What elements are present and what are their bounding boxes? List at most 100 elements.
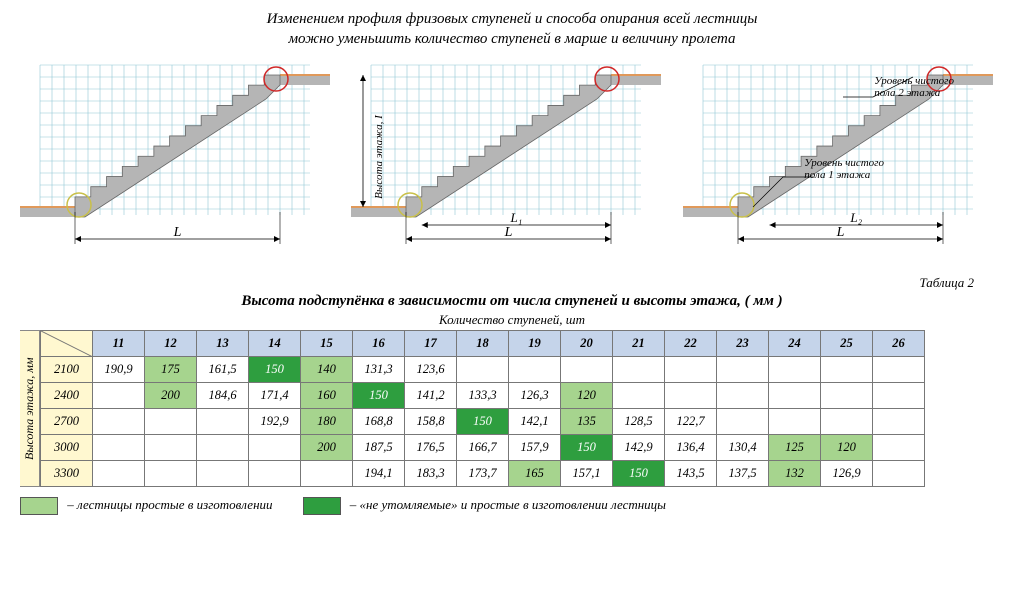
data-cell: 150	[249, 357, 301, 383]
data-cell: 126,9	[821, 461, 873, 487]
data-cell	[145, 435, 197, 461]
data-cell: 131,3	[353, 357, 405, 383]
data-cell: 140	[301, 357, 353, 383]
corner-cell	[41, 331, 93, 357]
data-cell	[769, 383, 821, 409]
page-title: Изменением профиля фризовых ступеней и с…	[20, 10, 1004, 49]
diagram-3: Уровень чистогопола 2 этажа Уровень чист…	[683, 57, 1004, 257]
row-header: 2400	[41, 383, 93, 409]
data-cell: 150	[561, 435, 613, 461]
col-header: 23	[717, 331, 769, 357]
row-header: 3000	[41, 435, 93, 461]
data-cell: 176,5	[405, 435, 457, 461]
data-cell	[93, 461, 145, 487]
data-cell: 161,5	[197, 357, 249, 383]
data-cell: 160	[301, 383, 353, 409]
data-cell	[93, 409, 145, 435]
table-wrapper: Высота этажа, мм 11121314151617181920212…	[20, 330, 1004, 487]
data-cell	[821, 409, 873, 435]
col-header: 22	[665, 331, 717, 357]
data-cell: 122,7	[665, 409, 717, 435]
col-header: 24	[769, 331, 821, 357]
data-cell: 192,9	[249, 409, 301, 435]
col-header: 19	[509, 331, 561, 357]
data-cell	[613, 383, 665, 409]
col-header: 17	[405, 331, 457, 357]
data-cell	[249, 461, 301, 487]
data-cell	[665, 383, 717, 409]
svg-text:L: L	[504, 225, 513, 240]
col-header: 13	[197, 331, 249, 357]
data-cell	[561, 357, 613, 383]
col-header: 21	[613, 331, 665, 357]
data-cell	[197, 461, 249, 487]
legend-item-dark: – «не утомляемые» и простые в изготовлен…	[303, 497, 666, 515]
data-cell: 123,6	[405, 357, 457, 383]
table-number: Таблица 2	[20, 275, 974, 291]
data-cell	[197, 435, 249, 461]
data-cell: 150	[613, 461, 665, 487]
diagram-1: L	[20, 57, 341, 257]
data-cell: 180	[301, 409, 353, 435]
data-cell	[717, 357, 769, 383]
data-cell: 173,7	[457, 461, 509, 487]
data-cell	[93, 435, 145, 461]
annotation-floor2: Уровень чистогопола 2 этажа	[874, 75, 954, 99]
data-cell	[145, 461, 197, 487]
data-cell: 200	[145, 383, 197, 409]
table-title: Высота подступёнка в зависимости от числ…	[20, 293, 1004, 310]
data-cell	[717, 383, 769, 409]
data-cell: 135	[561, 409, 613, 435]
data-cell: 184,6	[197, 383, 249, 409]
data-cell: 157,9	[509, 435, 561, 461]
stair-diagrams: L Высота этажа, I LL₁ Уровень чистогопол…	[20, 57, 1004, 257]
data-cell: 166,7	[457, 435, 509, 461]
data-cell: 150	[353, 383, 405, 409]
data-cell	[457, 357, 509, 383]
col-header: 16	[353, 331, 405, 357]
data-cell: 165	[509, 461, 561, 487]
data-cell: 136,4	[665, 435, 717, 461]
diagram-2: Высота этажа, I LL₁	[351, 57, 672, 257]
data-cell: 183,3	[405, 461, 457, 487]
data-cell: 141,2	[405, 383, 457, 409]
data-cell: 171,4	[249, 383, 301, 409]
row-header: 2100	[41, 357, 93, 383]
data-cell	[197, 409, 249, 435]
data-cell	[717, 409, 769, 435]
data-cell	[769, 357, 821, 383]
riser-table: 11121314151617181920212223242526 2100190…	[40, 330, 925, 487]
y-axis-label: Высота этажа, I	[373, 115, 385, 199]
swatch-light	[20, 497, 58, 515]
data-cell: 120	[561, 383, 613, 409]
row-header: 3300	[41, 461, 93, 487]
data-cell: 126,3	[509, 383, 561, 409]
data-cell: 187,5	[353, 435, 405, 461]
data-cell: 128,5	[613, 409, 665, 435]
svg-text:L: L	[173, 225, 182, 240]
data-cell: 133,3	[457, 383, 509, 409]
data-cell: 175	[145, 357, 197, 383]
col-header: 12	[145, 331, 197, 357]
data-cell	[613, 357, 665, 383]
data-cell: 190,9	[93, 357, 145, 383]
data-cell	[873, 383, 925, 409]
data-cell	[145, 409, 197, 435]
data-cell	[301, 461, 353, 487]
data-cell	[873, 357, 925, 383]
col-header: 11	[93, 331, 145, 357]
data-cell: 132	[769, 461, 821, 487]
data-cell: 143,5	[665, 461, 717, 487]
data-cell: 125	[769, 435, 821, 461]
col-header: 26	[873, 331, 925, 357]
annotation-floor1: Уровень чистогопола 1 этажа	[804, 157, 884, 181]
data-cell: 150	[457, 409, 509, 435]
svg-text:L: L	[835, 225, 844, 240]
data-cell	[821, 383, 873, 409]
col-header: 15	[301, 331, 353, 357]
svg-text:L₂: L₂	[849, 210, 862, 225]
data-cell: 157,1	[561, 461, 613, 487]
data-cell	[769, 409, 821, 435]
data-cell: 194,1	[353, 461, 405, 487]
column-group-label: Количество ступеней, шт	[20, 312, 1004, 328]
